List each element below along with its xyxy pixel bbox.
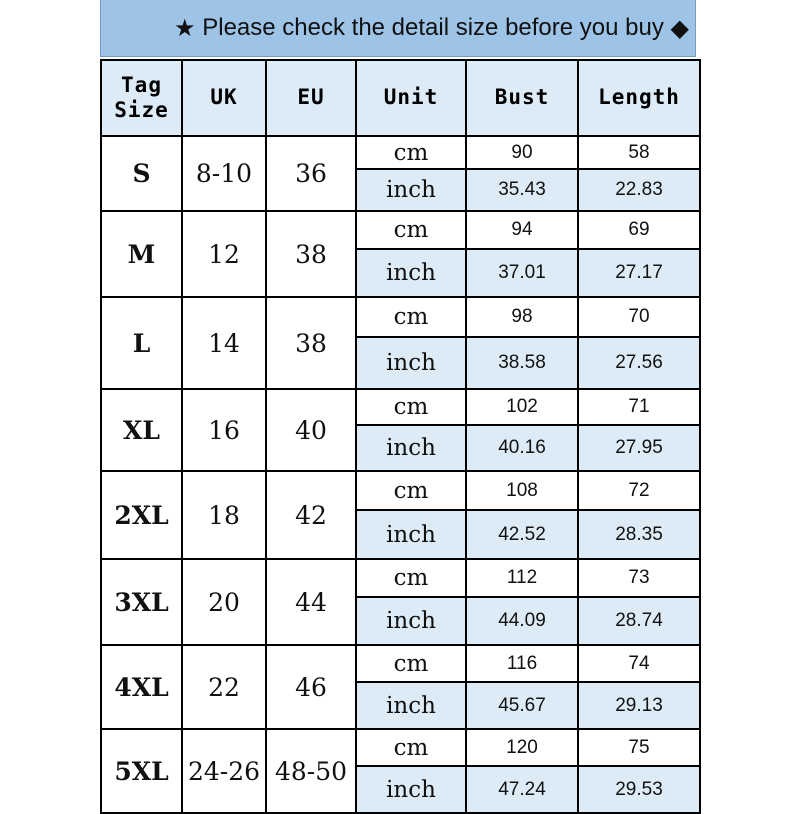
uk-size-cell: 14 (181, 296, 267, 390)
unit-cell: cm (355, 210, 467, 250)
column-header: Bust (465, 59, 579, 137)
tag-size-cell: 2XL (100, 470, 183, 560)
star-icon: ★ (174, 14, 196, 42)
length-cell: 71 (577, 388, 701, 426)
table-row: inch 37.01 27.17 (101, 248, 701, 298)
tag-size-cell: L (100, 296, 183, 390)
eu-size-cell: 38 (265, 296, 357, 390)
unit-cell: inch (355, 765, 467, 814)
unit-cell: inch (355, 681, 467, 730)
table-row: inch 42.52 28.35 (101, 509, 701, 560)
bust-cell: 40.16 (465, 424, 579, 472)
table-row: inch 35.43 22.83 (101, 168, 701, 212)
table-row: XL 16 40 cm 102 71 (100, 388, 701, 472)
table-row: inch 44.09 28.74 (101, 596, 701, 646)
length-cell: 29.53 (577, 765, 701, 814)
table-row: M 12 38 cm 94 69 (100, 210, 701, 298)
tag-size-cell: 3XL (100, 558, 183, 646)
length-cell: 29.13 (577, 681, 701, 730)
unit-cell: inch (355, 509, 467, 560)
unit-cell: cm (355, 470, 467, 511)
length-cell: 27.95 (577, 424, 701, 472)
column-header: EU (265, 59, 357, 137)
table-row: 4XL 22 46 cm 116 74 (100, 644, 701, 730)
bust-cell: 112 (465, 558, 579, 598)
bust-cell: 98 (465, 296, 579, 338)
uk-size-cell: 20 (181, 558, 267, 646)
tag-size-cell: M (100, 210, 183, 298)
size-notice-banner: ★ Please check the detail size before yo… (100, 0, 696, 57)
bust-cell: 45.67 (465, 681, 579, 730)
uk-size-cell: 12 (181, 210, 267, 298)
diamond-icon: ◆ (670, 14, 689, 42)
eu-size-cell: 42 (265, 470, 357, 560)
length-cell: 73 (577, 558, 701, 598)
length-cell: 28.35 (577, 509, 701, 560)
bust-cell: 116 (465, 644, 579, 683)
length-cell: 27.56 (577, 336, 701, 390)
table-row: inch 38.58 27.56 (101, 336, 701, 390)
uk-size-cell: 22 (181, 644, 267, 730)
unit-cell: inch (355, 248, 467, 298)
unit-cell: cm (355, 135, 467, 170)
uk-size-cell: 8-10 (181, 135, 267, 212)
table-row: L 14 38 cm 98 70 (100, 296, 701, 390)
eu-size-cell: 38 (265, 210, 357, 298)
uk-size-cell: 18 (181, 470, 267, 560)
unit-cell: cm (355, 388, 467, 426)
uk-size-cell: 16 (181, 388, 267, 472)
eu-size-cell: 44 (265, 558, 357, 646)
tag-size-cell: 5XL (100, 728, 183, 814)
bust-cell: 102 (465, 388, 579, 426)
length-cell: 75 (577, 728, 701, 767)
unit-cell: cm (355, 558, 467, 598)
unit-cell: inch (355, 424, 467, 472)
bust-cell: 37.01 (465, 248, 579, 298)
unit-cell: cm (355, 296, 467, 338)
bust-cell: 120 (465, 728, 579, 767)
tag-size-cell: 4XL (100, 644, 183, 730)
bust-cell: 47.24 (465, 765, 579, 814)
table-row: 2XL 18 42 cm 108 72 (100, 470, 701, 560)
bust-cell: 94 (465, 210, 579, 250)
unit-cell: cm (355, 728, 467, 767)
bust-cell: 108 (465, 470, 579, 511)
tag-size-cell: XL (100, 388, 183, 472)
length-cell: 74 (577, 644, 701, 683)
uk-size-cell: 24-26 (181, 728, 267, 814)
unit-cell: inch (355, 168, 467, 212)
length-cell: 58 (577, 135, 701, 170)
length-cell: 27.17 (577, 248, 701, 298)
bust-cell: 44.09 (465, 596, 579, 646)
eu-size-cell: 36 (265, 135, 357, 212)
table-row: 3XL 20 44 cm 112 73 (100, 558, 701, 646)
banner-text: Please check the detail size before you … (202, 14, 664, 41)
tag-size-cell: S (100, 135, 183, 212)
size-chart-table: Tag Size UK EU Unit Bust Length S 8-10 36 cm 90 58… (100, 59, 701, 814)
column-header: UK (181, 59, 267, 137)
length-cell: 72 (577, 470, 701, 511)
unit-cell: cm (355, 644, 467, 683)
length-cell: 70 (577, 296, 701, 338)
unit-cell: inch (355, 596, 467, 646)
table-row: S 8-10 36 cm 90 58 (100, 135, 701, 212)
bust-cell: 38.58 (465, 336, 579, 390)
column-header: Length (577, 59, 701, 137)
table-row: 5XL 24-26 48-50 cm 120 75 (100, 728, 701, 814)
length-cell: 28.74 (577, 596, 701, 646)
eu-size-cell: 48-50 (265, 728, 357, 814)
column-header: Unit (355, 59, 467, 137)
unit-cell: inch (355, 336, 467, 390)
table-row: inch 40.16 27.95 (101, 424, 701, 472)
eu-size-cell: 40 (265, 388, 357, 472)
bust-cell: 90 (465, 135, 579, 170)
eu-size-cell: 46 (265, 644, 357, 730)
bust-cell: 35.43 (465, 168, 579, 212)
bust-cell: 42.52 (465, 509, 579, 560)
column-header: Tag Size (100, 59, 183, 137)
length-cell: 22.83 (577, 168, 701, 212)
table-row: inch 45.67 29.13 (101, 681, 701, 730)
length-cell: 69 (577, 210, 701, 250)
